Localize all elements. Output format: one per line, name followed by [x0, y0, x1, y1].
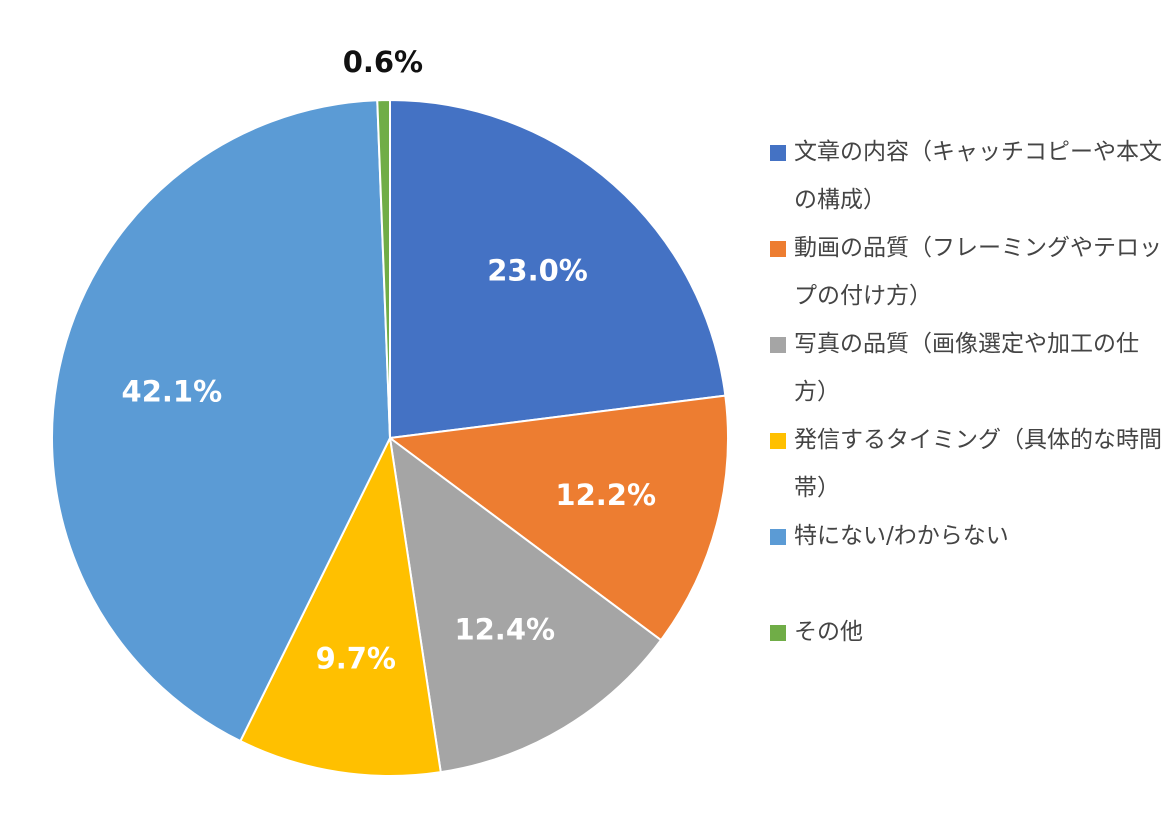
- legend-label: 発信するタイミング（具体的な時間帯）: [794, 427, 1162, 501]
- legend-item-4: 特にない/わからない: [768, 512, 1163, 560]
- legend-item-5: その他: [768, 608, 1163, 656]
- pie-slice-2: [389, 437, 662, 774]
- pie-slice-1: [389, 394, 729, 642]
- data-label-3: 9.7%: [316, 641, 396, 675]
- legend-item-1: 動画の品質（フレーミングやテロップの付け方）: [768, 224, 1163, 320]
- legend-label: 特にない/わからない: [794, 523, 1009, 549]
- legend: 文章の内容（キャッチコピーや本文の構成） 動画の品質（フレーミングやテロップの付け…: [768, 128, 1163, 656]
- pie-slice-5: [376, 99, 391, 439]
- data-label-4: 42.1%: [122, 374, 223, 408]
- legend-swatch: [770, 241, 786, 257]
- legend-label: 文章の内容（キャッチコピーや本文の構成）: [794, 139, 1162, 213]
- pie-chart: 23.0% 12.2% 12.4% 9.7% 42.1% 0.6%: [51, 45, 729, 777]
- legend-swatch: [770, 529, 786, 545]
- legend-label: 動画の品質（フレーミングやテロップの付け方）: [794, 235, 1162, 309]
- legend-label: その他: [794, 619, 863, 645]
- data-label-5: 0.6%: [343, 45, 423, 79]
- pie-slice-0: [389, 99, 727, 439]
- legend-swatch: [770, 433, 786, 449]
- legend-swatch: [770, 625, 786, 641]
- pie-slice-4: [51, 99, 391, 743]
- legend-label: 写真の品質（画像選定や加工の仕方）: [794, 331, 1139, 405]
- legend-swatch: [770, 145, 786, 161]
- legend-item-2: 写真の品質（画像選定や加工の仕方）: [768, 320, 1163, 416]
- legend-item-3: 発信するタイミング（具体的な時間帯）: [768, 416, 1163, 512]
- data-label-2: 12.4%: [454, 612, 555, 646]
- legend-swatch: [770, 337, 786, 353]
- pie-slice-3: [239, 437, 442, 777]
- data-label-0: 23.0%: [487, 254, 588, 288]
- legend-item-0: 文章の内容（キャッチコピーや本文の構成）: [768, 128, 1163, 224]
- data-label-1: 12.2%: [555, 478, 656, 512]
